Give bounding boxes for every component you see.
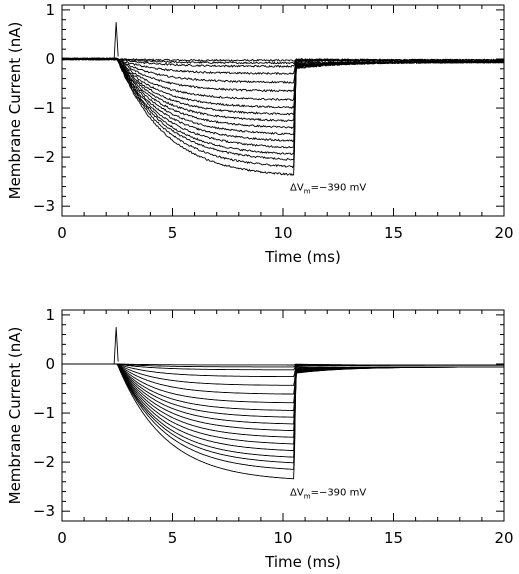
x-tick-label: 15 [384,224,403,242]
current-trace [62,57,504,177]
capacitive-spike [113,22,119,60]
current-trace [62,57,504,123]
y-axis-title: Membrane Current (nA) [6,327,24,505]
y-tick-label: 0 [45,50,55,68]
x-tick-label: 15 [384,529,403,547]
x-tick-label: 5 [168,224,178,242]
y-tick-label: 1 [45,306,55,324]
y-tick-label: −3 [33,502,55,520]
x-tick-label: 20 [494,224,513,242]
x-tick-label: 0 [57,224,67,242]
y-tick-label: −1 [33,404,55,422]
x-tick-label: 20 [494,529,513,547]
current-trace [62,363,504,445]
capacitive-spike [113,327,119,365]
current-trace [62,57,504,84]
current-trace [62,57,504,130]
x-tick-label: 10 [273,224,292,242]
y-tick-label: 1 [45,1,55,19]
y-tick-label: −2 [33,453,55,471]
plot-frame [61,4,505,217]
x-tick-label: 0 [57,529,67,547]
y-tick-label: −3 [33,197,55,215]
y-tick-label: 0 [45,355,55,373]
traces [62,22,504,177]
traces [62,327,504,480]
voltage-step-annotation: ΔVm=−390 mV [290,488,366,501]
voltage-step-annotation: ΔVm=−390 mV [290,183,366,196]
x-axis-title: Time (ms) [264,248,341,266]
x-tick-label: 10 [273,529,292,547]
y-tick-label: −1 [33,99,55,117]
x-tick-label: 5 [168,529,178,547]
x-axis-title: Time (ms) [264,553,341,571]
plot-frame [61,309,505,522]
current-trace [62,363,504,386]
y-axis-title: Membrane Current (nA) [6,22,24,200]
current-trace [62,363,504,480]
y-tick-label: −2 [33,148,55,166]
